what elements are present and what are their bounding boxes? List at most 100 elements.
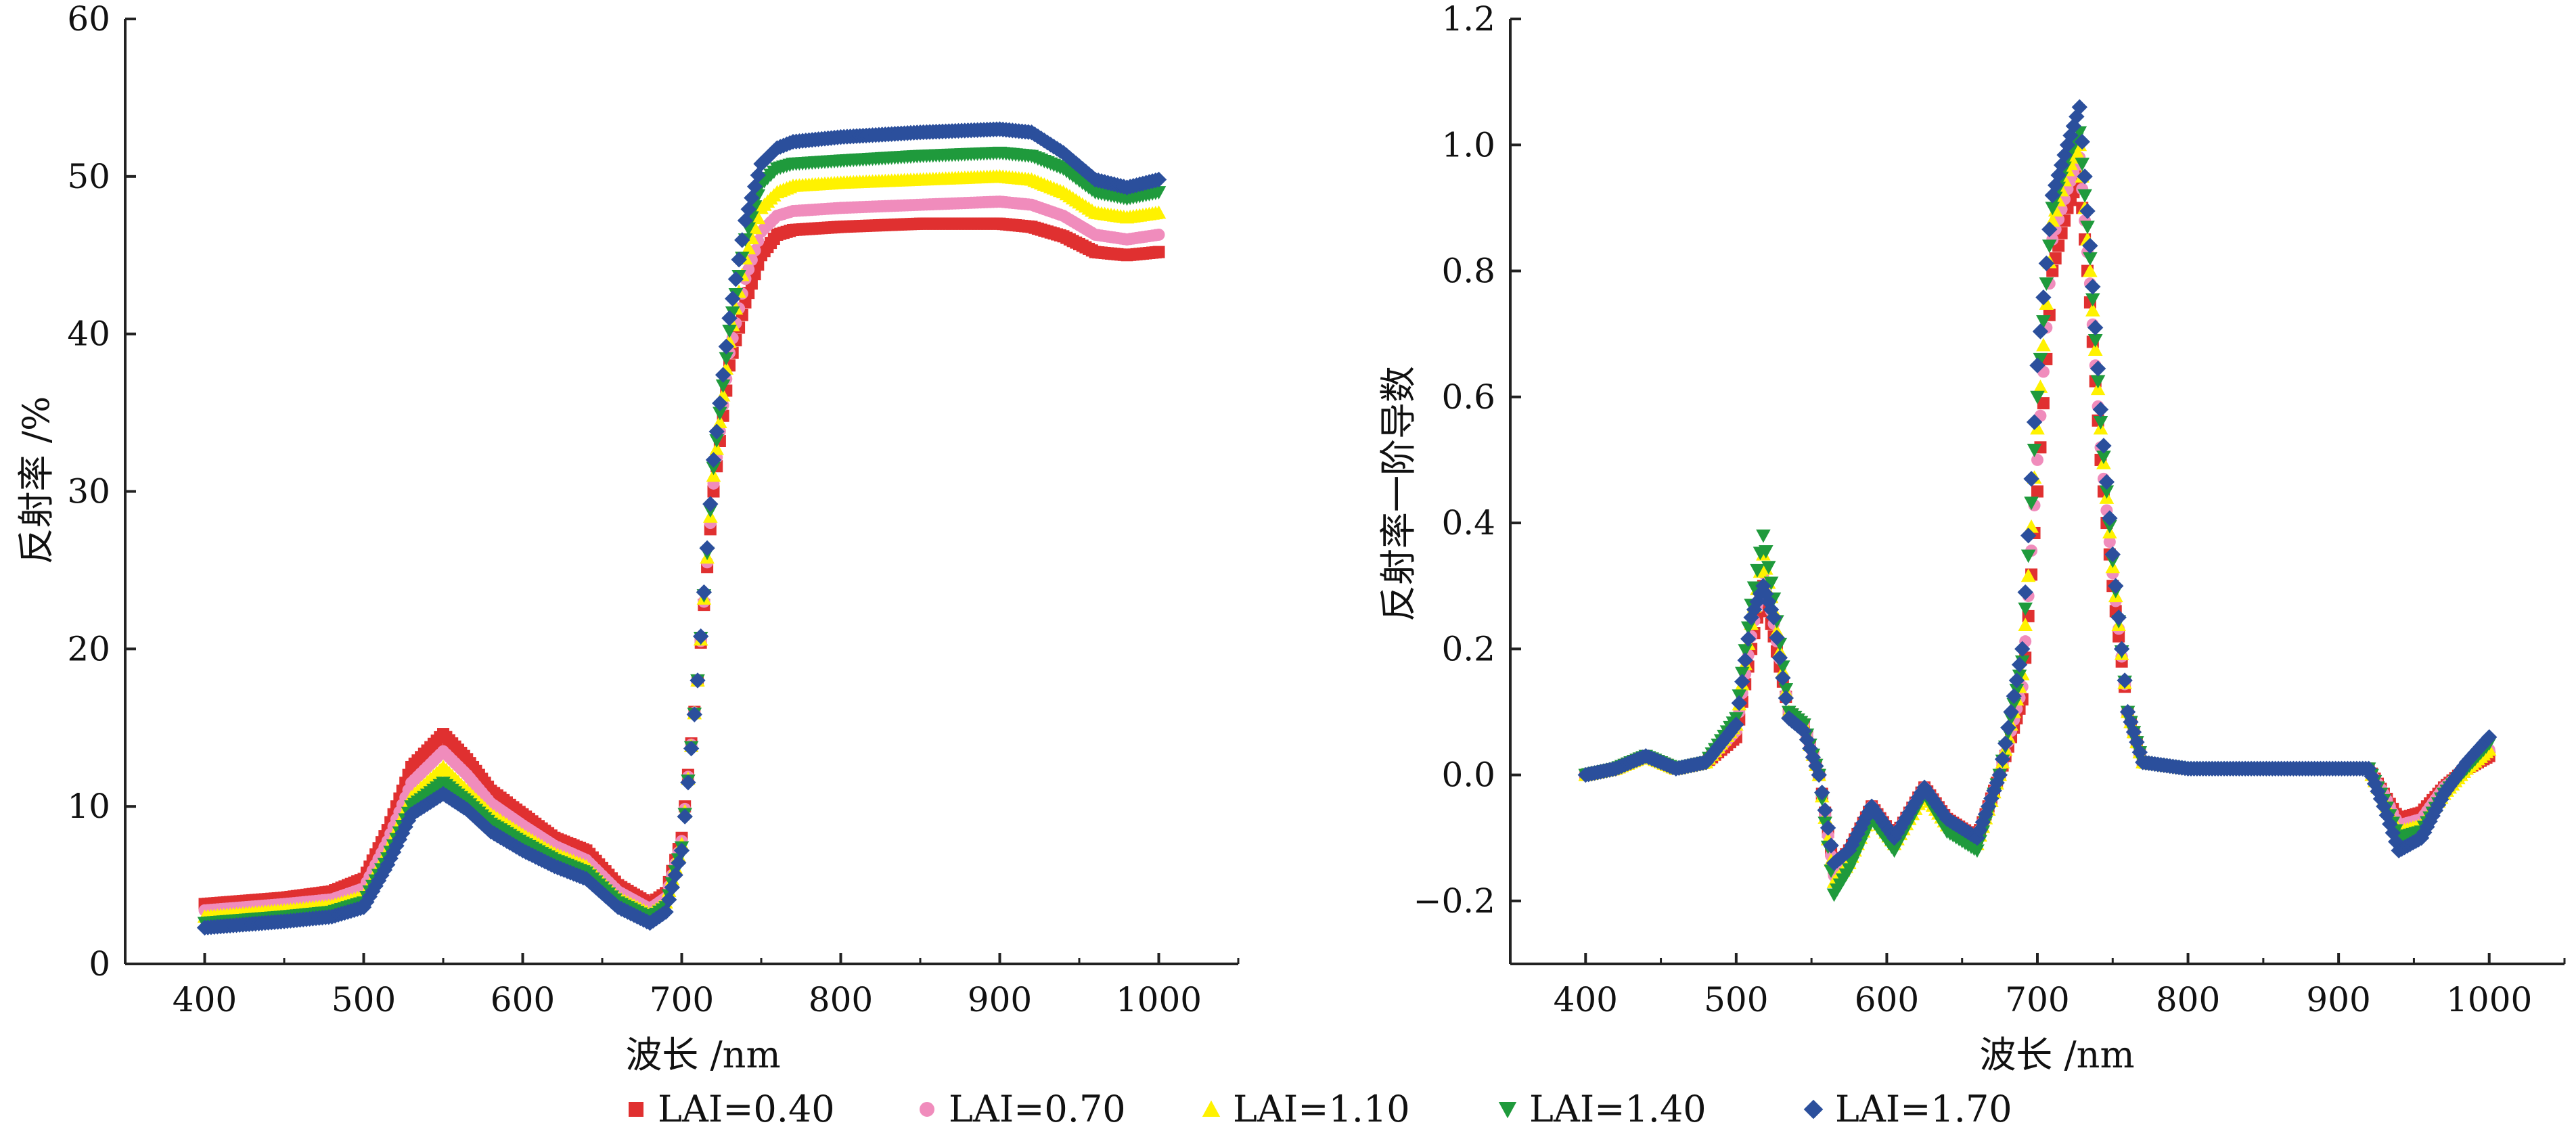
- derivative-chart-point: [2096, 438, 2112, 454]
- derivative-chart-point: [1771, 649, 1788, 666]
- derivative-chart-point: [1759, 545, 1773, 559]
- reflectance-chart-x-label: 波长 /nm: [625, 1034, 780, 1076]
- derivative-chart-point: [1823, 837, 1839, 854]
- reflectance-chart-point: [658, 904, 674, 920]
- derivative-chart-point: [2082, 237, 2098, 254]
- legend-label: LAI=0.40: [658, 1088, 835, 1130]
- reflectance-chart-point: [750, 167, 766, 183]
- derivative-chart-point: [1814, 784, 1830, 801]
- reflectance-chart-x-tick-label: 1000: [1116, 980, 1202, 1019]
- reflectance-chart-point: [746, 179, 763, 195]
- derivative-chart-x-tick-label: 500: [1704, 980, 1768, 1019]
- derivative-chart-point: [2017, 584, 2033, 601]
- derivative-chart-point: [1755, 578, 1771, 594]
- derivative-chart-x-tick-label: 700: [2005, 980, 2069, 1019]
- derivative-chart-point: [2038, 255, 2055, 272]
- derivative-chart-ticks: 400 500 600 700 800 900 1000 −0.2 0.0 0.2 0.4 0.6 0.…: [1414, 0, 2566, 1019]
- reflectance-chart-x-tick-label: 900: [968, 980, 1032, 1019]
- derivative-chart-point: [2036, 338, 2051, 352]
- derivative-chart-x-tick-label: 600: [1855, 980, 1919, 1019]
- derivative-chart-point: [2098, 474, 2115, 490]
- reflectance-chart-y-tick-label: 50: [67, 157, 110, 196]
- derivative-chart-point: [1763, 601, 1780, 618]
- derivative-chart-x-tick-label: 900: [2306, 980, 2370, 1019]
- reflectance-chart-point: [742, 263, 755, 276]
- reflectance-chart-point: [367, 878, 384, 894]
- legend-item: LAI=0.40: [629, 1088, 835, 1130]
- derivative-chart-point: [2087, 342, 2103, 356]
- reflectance-chart-marks: [196, 121, 1167, 936]
- reflectance-chart-x-tick-label: 500: [332, 980, 396, 1019]
- reflectance-chart-point: [725, 290, 741, 307]
- derivative-chart-point: [2042, 239, 2057, 254]
- derivative-chart-point: [1761, 593, 1777, 610]
- derivative-chart-point: [2037, 397, 2050, 410]
- derivative-chart-point: [2000, 720, 2016, 736]
- derivative-chart-point: [2131, 744, 2148, 760]
- reflectance-chart-y-tick-label: 10: [67, 787, 110, 826]
- derivative-chart-point: [1775, 670, 1791, 686]
- derivative-chart: 400 500 600 700 800 900 1000 −0.2 0.0 0.2 0.4 0.6 0.…: [1377, 0, 2566, 1076]
- reflectance-chart-point: [702, 496, 719, 512]
- derivative-chart-y-tick-label: −0.2: [1414, 881, 1495, 921]
- legend-label: LAI=1.70: [1835, 1088, 2012, 1130]
- derivative-chart-point: [1892, 820, 1909, 836]
- derivative-chart-point: [1983, 790, 1999, 807]
- derivative-chart-point: [2071, 99, 2088, 116]
- derivative-chart-point: [2020, 568, 2036, 582]
- derivative-chart-point: [1758, 586, 1774, 602]
- derivative-chart-point: [1997, 735, 2014, 752]
- derivative-chart-point: [1728, 716, 1744, 733]
- derivative-chart-series-LAI=1.70: [1577, 99, 2498, 871]
- reflectance-chart-point: [740, 201, 756, 217]
- derivative-chart-point: [1811, 766, 1827, 783]
- reflectance-chart-point: [1152, 246, 1165, 258]
- reflectance-chart-point: [677, 808, 693, 825]
- derivative-chart-marks: [1577, 99, 2498, 902]
- reflectance-chart-point: [370, 873, 387, 889]
- derivative-chart-point: [2372, 791, 2389, 807]
- reflectance-chart-point: [382, 850, 399, 867]
- derivative-chart-point: [2003, 703, 2019, 720]
- derivative-chart-point: [2039, 296, 2054, 310]
- reflectance-chart-point: [661, 892, 677, 908]
- legend-marker: [1202, 1100, 1221, 1117]
- reflectance-chart-point: [385, 844, 402, 860]
- derivative-chart-point: [1820, 820, 1836, 836]
- reflectance-chart-point: [721, 310, 738, 327]
- reflectance-chart-point: [715, 379, 731, 393]
- reflectance-chart-point: [712, 395, 728, 411]
- legend-item: LAI=1.10: [1202, 1088, 1410, 1130]
- legend-label: LAI=1.10: [1233, 1088, 1410, 1130]
- derivative-chart-point: [2075, 158, 2090, 172]
- derivative-chart-point: [1910, 789, 1926, 806]
- derivative-chart-y-tick-label: 1.0: [1441, 125, 1495, 164]
- legend-item: LAI=0.70: [920, 1088, 1126, 1130]
- derivative-chart-point: [2031, 453, 2043, 466]
- derivative-chart-point: [2089, 361, 2106, 377]
- derivative-chart-point: [2433, 791, 2449, 808]
- reflectance-chart-y-tick-label: 0: [89, 944, 110, 984]
- derivative-chart-point: [2074, 133, 2090, 150]
- reflectance-chart-point: [671, 854, 687, 871]
- legend: LAI=0.40 LAI=0.70 LAI=1.10 LAI=1.40 LAI=1.70: [629, 1088, 2012, 1130]
- reflectance-chart-point: [1150, 171, 1167, 188]
- derivative-chart-y-tick-label: 0.8: [1441, 252, 1495, 291]
- derivative-chart-point: [2481, 729, 2498, 745]
- derivative-chart-point: [2080, 221, 2095, 235]
- derivative-chart-point: [1844, 837, 1860, 853]
- derivative-chart-point: [1841, 842, 1857, 859]
- reflectance-chart-point: [397, 818, 413, 835]
- reflectance-chart-point: [725, 306, 740, 320]
- derivative-chart-point: [2032, 323, 2049, 340]
- derivative-chart-point: [1737, 652, 1753, 668]
- reflectance-chart-point: [400, 812, 417, 829]
- derivative-chart-point: [2008, 672, 2025, 689]
- reflectance-chart-point: [713, 407, 727, 421]
- reflectance-chart-point: [709, 434, 724, 448]
- derivative-chart-point: [2085, 279, 2101, 295]
- reflectance-chart-y-tick-label: 20: [67, 629, 110, 668]
- derivative-chart-point: [2096, 451, 2111, 465]
- derivative-chart-point: [2085, 302, 2100, 317]
- derivative-chart-point: [2033, 379, 2048, 393]
